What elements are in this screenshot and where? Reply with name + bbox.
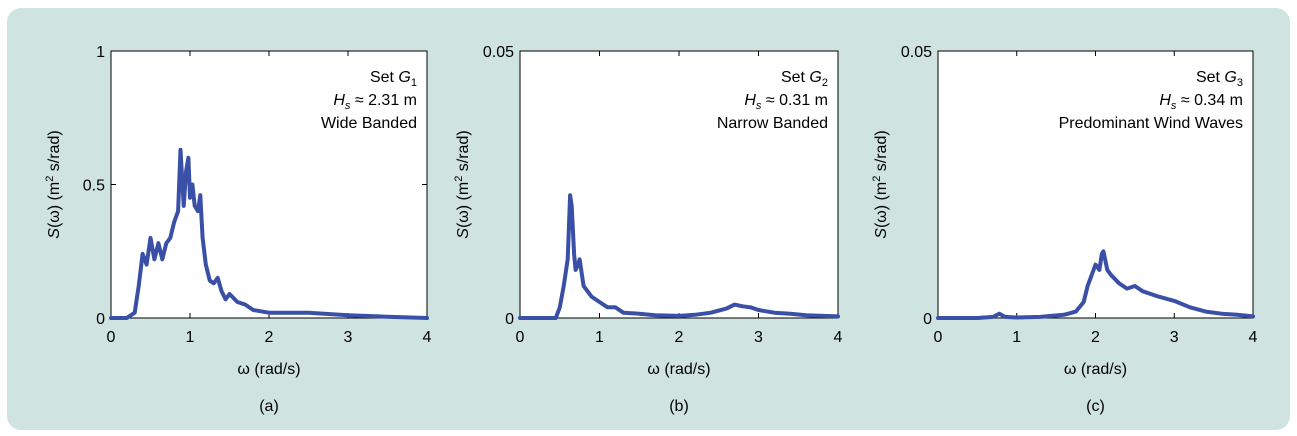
panel-label: (c) xyxy=(1086,398,1105,415)
y-tick-label: 0 xyxy=(923,311,932,328)
y-tick-label: 0.05 xyxy=(483,44,514,61)
x-tick-label: 4 xyxy=(834,329,843,346)
y-tick-label: 0.5 xyxy=(83,178,105,195)
chart-panel-1: 0 1 2 3 4 0 0.5 1 Set G1 Hs ≈ 2.31 m Wide Banded ω … xyxy=(44,44,432,415)
y-tick-label: 0 xyxy=(96,311,105,328)
x-tick-label: 1 xyxy=(1012,329,1021,346)
x-axis-label: ω (rad/s) xyxy=(1064,361,1127,378)
y-axis-label: S(ω) (m2 s/rad) xyxy=(453,130,472,238)
x-tick-label: 1 xyxy=(595,329,604,346)
annotation-line-2: Hs ≈ 0.31 m xyxy=(744,92,828,112)
x-tick-label: 2 xyxy=(265,329,274,346)
x-axis-label: ω (rad/s) xyxy=(647,361,710,378)
annotation-line-3: Wide Banded xyxy=(321,115,417,132)
plot-area xyxy=(519,50,839,319)
annotation-line-3: Narrow Banded xyxy=(717,115,828,132)
x-tick-label: 0 xyxy=(934,329,943,346)
annotation-line-2: Hs ≈ 0.34 m xyxy=(1159,92,1243,112)
x-tick-label: 3 xyxy=(344,329,353,346)
chart-panel-2: 0 1 2 3 4 0 0.05 Set G2 Hs ≈ 0.31 m Narrow Banded… xyxy=(453,44,843,415)
x-tick-label: 1 xyxy=(186,329,195,346)
y-tick-label: 1 xyxy=(96,44,105,61)
y-axis-label: S(ω) (m2 s/rad) xyxy=(44,130,63,238)
x-tick-label: 3 xyxy=(754,329,763,346)
panel-label: (b) xyxy=(669,398,689,415)
x-tick-label: 4 xyxy=(1249,329,1258,346)
x-tick-label: 4 xyxy=(423,329,432,346)
x-tick-label: 0 xyxy=(516,329,525,346)
y-tick-label: 0.05 xyxy=(901,44,932,61)
plot-area xyxy=(937,50,1254,319)
annotation-line-1: Set G2 xyxy=(781,69,828,89)
annotation-line-1: Set G3 xyxy=(1196,69,1243,89)
annotation-line-3: Predominant Wind Waves xyxy=(1059,115,1243,132)
chart-panel-3: 0 1 2 3 4 0 0.05 Set G3 Hs ≈ 0.34 m Predominant W… xyxy=(871,44,1258,415)
panel-label: (a) xyxy=(259,398,279,415)
annotation-line-1: Set G1 xyxy=(370,69,417,89)
x-tick-label: 2 xyxy=(1091,329,1100,346)
plot-area xyxy=(110,50,428,319)
x-tick-label: 2 xyxy=(675,329,684,346)
spectrum-line-1 xyxy=(518,193,840,320)
x-tick-label: 3 xyxy=(1170,329,1179,346)
spectrum-line-1 xyxy=(936,249,1255,320)
x-tick-label: 0 xyxy=(107,329,116,346)
spectrum-line-1 xyxy=(109,147,429,320)
y-axis-label: S(ω) (m2 s/rad) xyxy=(871,130,890,238)
x-axis-label: ω (rad/s) xyxy=(237,361,300,378)
annotation-line-2: Hs ≈ 2.31 m xyxy=(333,92,417,112)
y-tick-label: 0 xyxy=(505,311,514,328)
